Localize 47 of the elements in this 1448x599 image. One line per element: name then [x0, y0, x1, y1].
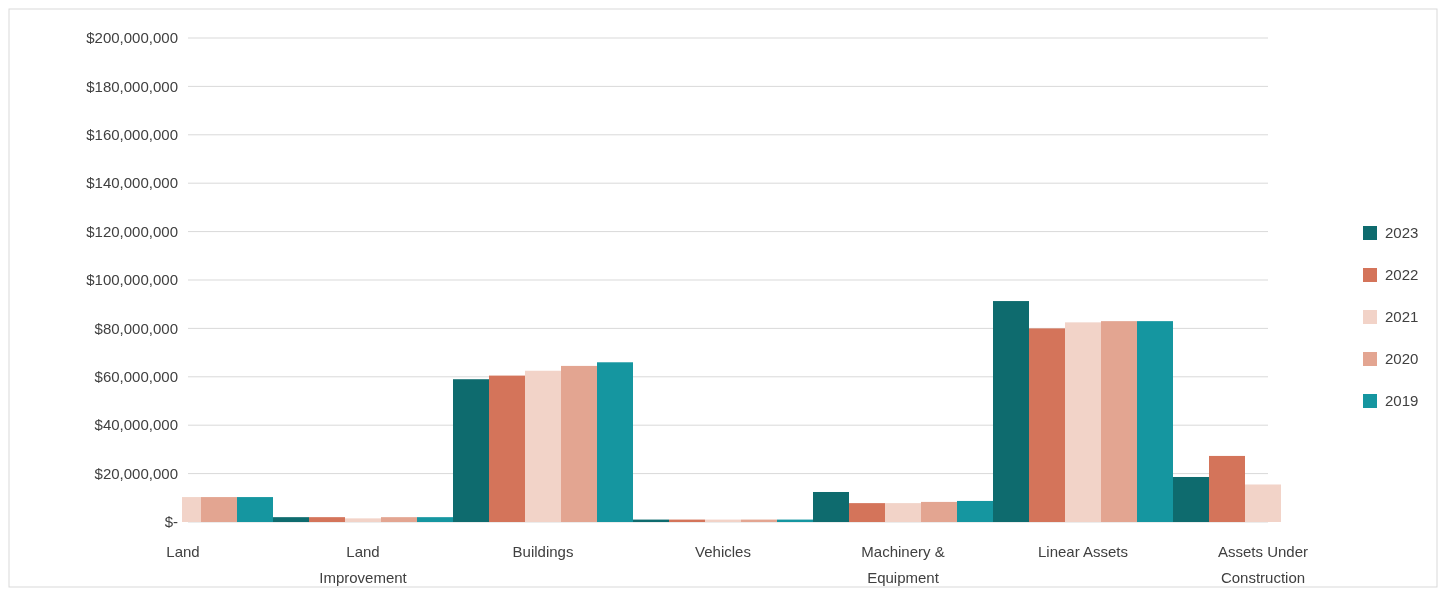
y-tick-label: $180,000,000 — [86, 77, 178, 95]
legend-label: 2019 — [1385, 392, 1419, 410]
bar — [597, 362, 633, 522]
x-tick-label: Land Improvement — [319, 543, 408, 586]
bar — [1137, 321, 1173, 522]
bar — [453, 379, 489, 522]
bar — [885, 503, 921, 522]
x-tick-label: Assets Under Construction — [1217, 543, 1309, 586]
legend-label: 2023 — [1385, 224, 1419, 242]
x-tick-label: Machinery & Equipment — [861, 543, 945, 586]
y-tick-label: $100,000,000 — [86, 271, 178, 289]
y-tick-label: $- — [164, 513, 178, 531]
y-tick-label: $40,000,000 — [94, 416, 178, 434]
y-tick-label: $120,000,000 — [86, 222, 178, 240]
y-tick-label: $200,000,000 — [86, 29, 178, 47]
bar — [1173, 476, 1209, 522]
legend-label: 2022 — [1385, 266, 1419, 284]
y-tick-label: $20,000,000 — [94, 464, 178, 482]
x-tick-label: Buildings — [512, 543, 574, 560]
bar — [417, 517, 453, 522]
bar — [1065, 322, 1101, 522]
bar — [957, 500, 993, 522]
x-tick-label: Linear Assets — [1037, 543, 1129, 560]
bar — [561, 365, 597, 522]
bar — [993, 301, 1029, 522]
bar — [525, 370, 561, 522]
bar — [489, 375, 525, 522]
y-tick-label: $140,000,000 — [86, 174, 178, 192]
y-tick-label: $80,000,000 — [94, 319, 178, 337]
y-tick-label: $160,000,000 — [86, 126, 178, 144]
bar — [1245, 484, 1281, 522]
legend-label: 2021 — [1385, 308, 1419, 326]
bar — [309, 517, 345, 522]
bar — [381, 517, 417, 522]
bar — [921, 501, 957, 522]
x-tick-label: Land — [166, 543, 200, 560]
y-tick-label: $60,000,000 — [94, 368, 178, 386]
bar — [237, 497, 273, 522]
bar — [849, 503, 885, 522]
bar — [273, 517, 309, 522]
bar — [345, 518, 381, 522]
x-tick-label: Vehicles — [695, 543, 751, 560]
bar — [1029, 328, 1065, 522]
legend-label: 2020 — [1385, 350, 1419, 368]
bar — [1209, 455, 1245, 522]
bar — [1101, 321, 1137, 522]
bar — [813, 491, 849, 522]
